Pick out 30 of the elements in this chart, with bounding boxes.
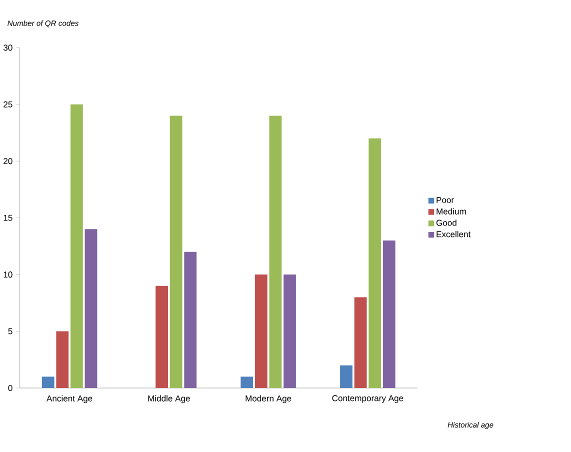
y-tick-label: 0 — [8, 385, 12, 392]
bar — [382, 240, 396, 388]
bar — [42, 376, 54, 388]
legend-label: Medium — [436, 208, 466, 215]
x-tick-label: Middle Age — [148, 395, 190, 404]
y-tick-label: 5 — [8, 328, 12, 334]
y-tick-label: 30 — [4, 44, 12, 51]
x-tick-label: Ancient Age — [46, 395, 92, 404]
x-tick-label: Modern Age — [246, 395, 292, 404]
bar — [354, 297, 367, 388]
bar — [254, 274, 268, 388]
legend-label: Good — [436, 220, 456, 226]
bar — [84, 229, 98, 388]
y-tick-label: 10 — [4, 272, 12, 278]
y-tick-label: 25 — [4, 101, 12, 108]
bar — [284, 274, 296, 388]
y-tick-label: 20 — [4, 158, 12, 164]
y-tick-label: 15 — [4, 214, 12, 221]
legend-label: Poor — [436, 197, 454, 204]
bar — [170, 116, 182, 388]
bar — [269, 116, 282, 388]
bar — [156, 286, 168, 388]
bar — [184, 252, 197, 388]
legend-label: Excellent — [436, 231, 471, 238]
x-tick-label: Contemporary Age — [332, 395, 404, 403]
bar — [70, 104, 83, 388]
bar — [56, 331, 69, 388]
bar — [240, 376, 254, 388]
bar — [368, 138, 382, 388]
bar — [340, 365, 352, 388]
